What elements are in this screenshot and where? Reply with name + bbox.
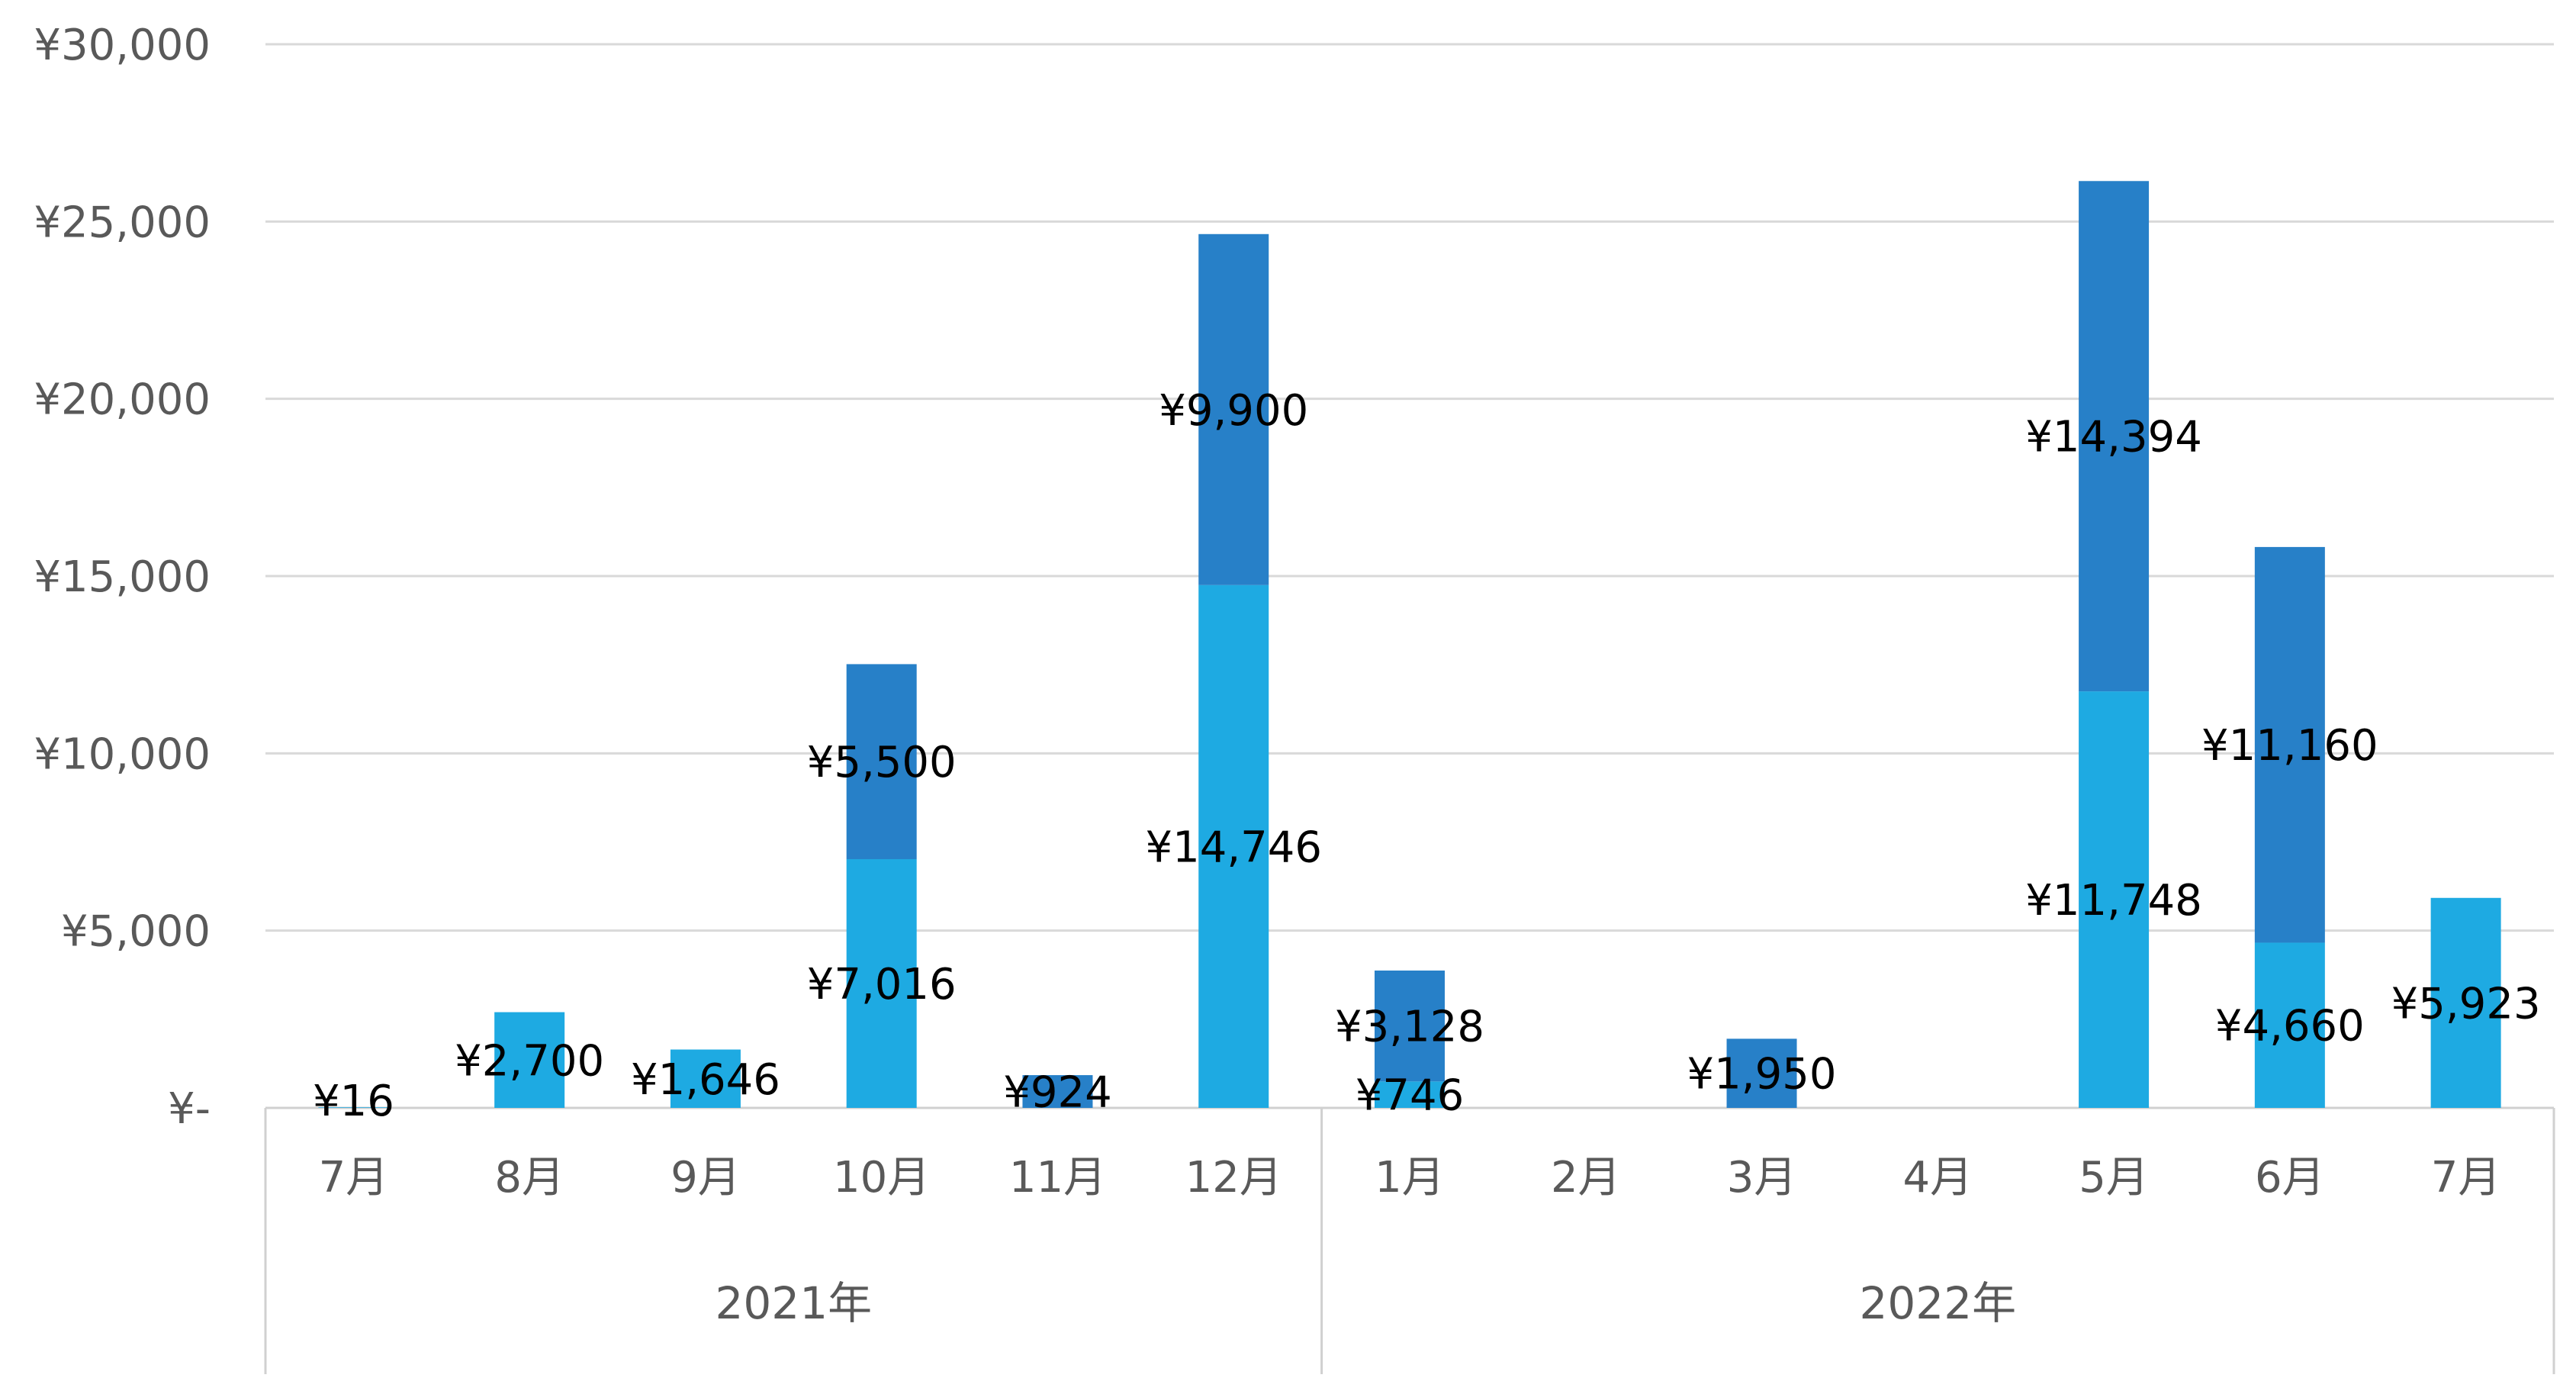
x-tick-label: 10月 bbox=[833, 1153, 930, 1203]
y-tick-label: ¥5,000 bbox=[61, 907, 211, 957]
y-tick-label: ¥30,000 bbox=[34, 21, 211, 70]
x-tick-label: 9月 bbox=[671, 1153, 741, 1203]
data-label: ¥7,016 bbox=[807, 960, 957, 1009]
data-label: ¥924 bbox=[1003, 1068, 1112, 1118]
bar-segment bbox=[1726, 1038, 1797, 1108]
bar-segment bbox=[494, 1012, 565, 1108]
data-label: ¥2,700 bbox=[455, 1036, 604, 1086]
data-label: ¥11,160 bbox=[2201, 721, 2378, 771]
data-label: ¥11,748 bbox=[2025, 876, 2202, 926]
bar-segment bbox=[318, 1107, 389, 1108]
data-label: ¥14,394 bbox=[2025, 413, 2202, 462]
bar-segment bbox=[2254, 546, 2325, 943]
x-tick-label: 4月 bbox=[1902, 1153, 1973, 1203]
bar-segment bbox=[1375, 970, 1445, 1082]
data-label: ¥9,900 bbox=[1159, 386, 1308, 436]
data-label: ¥746 bbox=[1356, 1071, 1465, 1121]
bar-segment bbox=[2079, 181, 2150, 692]
data-label: ¥1,646 bbox=[631, 1055, 780, 1105]
x-tick-label: 7月 bbox=[319, 1153, 389, 1203]
axis-layer: ¥- ¥5,000 ¥10,000 ¥15,000 ¥20,000 ¥25,000 ¥30,… bbox=[34, 21, 2555, 1374]
y-tick-label: ¥15,000 bbox=[34, 552, 211, 602]
bar-segment bbox=[846, 858, 917, 1108]
x-tick-label: 6月 bbox=[2255, 1153, 2325, 1203]
x-tick-label: 5月 bbox=[2079, 1153, 2149, 1203]
bar-segment bbox=[1198, 233, 1269, 585]
bar-segment bbox=[670, 1049, 741, 1108]
bar-segment bbox=[1022, 1075, 1093, 1108]
data-label: ¥3,128 bbox=[1335, 1003, 1484, 1052]
x-tick-label: 7月 bbox=[2431, 1153, 2501, 1203]
bar-segment bbox=[1198, 584, 1269, 1108]
labels-layer: ¥16 ¥2,700 ¥1,646 ¥7,016 ¥5,500 ¥924 ¥14,746 ¥9… bbox=[313, 386, 2541, 1126]
data-label: ¥5,923 bbox=[2391, 979, 2541, 1029]
x-tick-label: 12月 bbox=[1185, 1153, 1282, 1203]
y-tick-label: ¥20,000 bbox=[34, 375, 211, 425]
data-label: ¥1,950 bbox=[1687, 1050, 1837, 1100]
x-tick-label: 1月 bbox=[1375, 1153, 1445, 1203]
data-label: ¥14,746 bbox=[1145, 823, 1322, 872]
bar-segment bbox=[846, 664, 917, 859]
x-group-label: 2022年 bbox=[1860, 1277, 2017, 1329]
y-tick-label: ¥25,000 bbox=[34, 198, 211, 247]
data-label: ¥5,500 bbox=[807, 738, 957, 787]
x-tick-label: 2月 bbox=[1551, 1153, 1621, 1203]
x-group-label: 2021年 bbox=[716, 1277, 873, 1329]
data-label: ¥4,660 bbox=[2215, 1002, 2365, 1051]
grid-layer bbox=[265, 43, 2554, 1109]
bar-segment bbox=[2079, 691, 2150, 1108]
bar-segment bbox=[1375, 1081, 1445, 1108]
x-tick-label: 3月 bbox=[1727, 1153, 1797, 1203]
y-tick-label: ¥- bbox=[168, 1084, 211, 1134]
x-tick-label: 11月 bbox=[1009, 1153, 1106, 1203]
data-label: ¥16 bbox=[313, 1077, 394, 1126]
y-tick-label: ¥10,000 bbox=[34, 729, 211, 779]
bar-segment bbox=[2254, 942, 2325, 1108]
bars-layer bbox=[318, 181, 2501, 1108]
bar-segment bbox=[2430, 897, 2501, 1108]
x-tick-label: 8月 bbox=[494, 1153, 564, 1203]
